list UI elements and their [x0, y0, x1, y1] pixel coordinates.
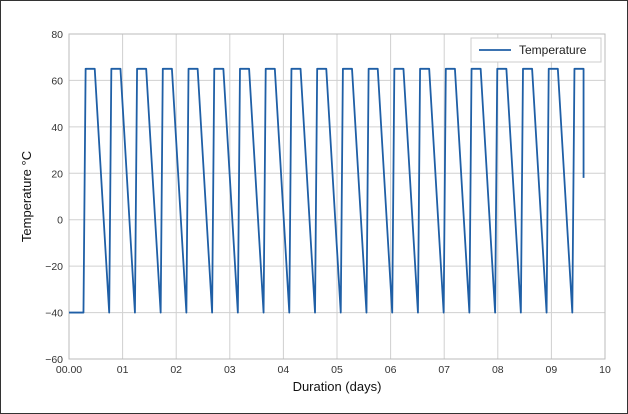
x-tick-label: 10	[599, 364, 611, 376]
plot-area-border	[68, 33, 606, 360]
x-tick-label: 09	[546, 364, 558, 376]
x-tick-label: 00.00	[56, 364, 82, 376]
x-tick-label: 07	[438, 364, 450, 376]
y-tick-label: −60	[45, 354, 63, 366]
x-axis-ticks: 00.00 01 02 03 04 05 06 07 08 09 10	[56, 364, 611, 376]
grid-lines	[68, 33, 606, 360]
x-tick-label: 01	[117, 364, 129, 376]
y-tick-label: 20	[51, 168, 63, 180]
y-tick-label: −20	[45, 261, 63, 273]
x-tick-label: 08	[492, 364, 504, 376]
x-tick-label: 05	[331, 364, 343, 376]
y-tick-label: 80	[51, 29, 63, 41]
y-tick-label: 0	[57, 215, 63, 227]
x-axis-label: Duration (days)	[293, 379, 382, 394]
legend: Temperature	[470, 37, 602, 63]
legend-label-temperature: Temperature	[519, 43, 587, 57]
x-tick-label: 04	[278, 364, 290, 376]
y-tick-label: 60	[51, 75, 63, 87]
y-axis-label: Temperature °C	[19, 151, 34, 242]
y-axis-ticks: −60 −40 −20 0 20 40 60 80	[45, 29, 63, 366]
y-tick-label: −40	[45, 308, 63, 320]
x-tick-label: 06	[385, 364, 397, 376]
x-tick-label: 03	[224, 364, 236, 376]
y-tick-label: 40	[51, 122, 63, 134]
temperature-series-line	[69, 67, 585, 314]
x-tick-label: 02	[170, 364, 182, 376]
